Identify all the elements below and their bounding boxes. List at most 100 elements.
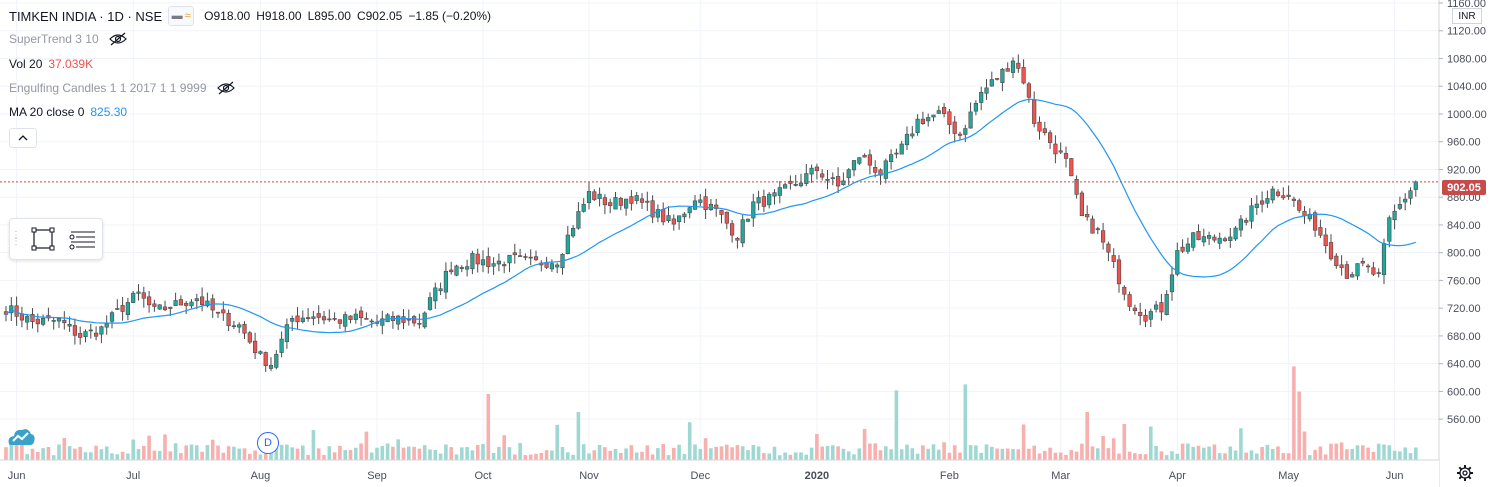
candle-body	[608, 202, 613, 207]
candle-body	[189, 301, 194, 307]
volume-bar	[200, 451, 204, 460]
candle-body	[851, 160, 857, 171]
chart-grid	[0, 0, 1439, 460]
indicator-ma[interactable]: MA 20 close 0 825.30	[9, 105, 127, 119]
volume-bar	[285, 444, 289, 460]
candle-body	[358, 310, 364, 319]
price-tick-label: 880.00	[1447, 192, 1481, 204]
volume-bar	[237, 448, 241, 460]
volume-bar	[1398, 451, 1402, 460]
candle-body	[94, 332, 99, 337]
volume-bar	[205, 445, 210, 460]
currency-badge[interactable]: INR	[1452, 8, 1482, 24]
indicator-volume[interactable]: Vol 20 37.039K	[9, 57, 93, 71]
candle-body	[634, 195, 639, 201]
volume-bar	[142, 445, 146, 460]
candle-body	[438, 288, 443, 292]
indicator-supertrend[interactable]: SuperTrend 3 10	[9, 32, 127, 46]
candle-body	[629, 196, 634, 204]
candle-body	[904, 133, 910, 146]
volume-bar	[831, 445, 835, 460]
candle-body	[994, 78, 1000, 80]
volume-bar	[539, 452, 544, 460]
drawing-toolbar: ⋮ ⋮	[9, 218, 103, 260]
candle-body	[221, 309, 226, 314]
candle-body	[989, 79, 994, 87]
volume-bar	[1005, 448, 1010, 460]
candle-body	[120, 305, 125, 312]
volume-bar	[1170, 451, 1174, 460]
drag-handle-icon[interactable]: ⋮ ⋮	[11, 230, 21, 247]
candle-body	[337, 319, 343, 324]
candle-body	[454, 265, 459, 276]
candle-body	[1159, 302, 1164, 313]
volume-bar	[544, 450, 549, 460]
candle-body	[1037, 121, 1042, 132]
candlesticks	[3, 54, 1418, 372]
candle-body	[1042, 128, 1047, 134]
volume-bar	[1053, 452, 1058, 460]
indicator-name: Vol 20	[9, 57, 43, 71]
collapse-legend-button[interactable]	[9, 128, 37, 148]
candle-body	[30, 314, 35, 322]
rectangle-tool-icon[interactable]	[30, 226, 56, 252]
volume-bar	[878, 450, 883, 460]
volume-bar	[1339, 442, 1344, 460]
candle-body	[231, 325, 237, 328]
candle-body	[703, 196, 708, 211]
candle-body	[825, 179, 830, 181]
time-tick-label: May	[1278, 470, 1299, 482]
candle-body	[274, 354, 279, 368]
candle-body	[88, 329, 93, 332]
candle-body	[1413, 181, 1418, 190]
candle-body	[1101, 230, 1106, 243]
volume-bar	[263, 450, 268, 460]
volume-bar	[661, 443, 665, 460]
gear-icon[interactable]	[1456, 464, 1474, 482]
candle-body	[841, 180, 846, 185]
volume-bar	[687, 422, 692, 460]
candle-body	[926, 117, 931, 122]
candle-body	[963, 128, 968, 135]
volume-bar	[756, 446, 761, 460]
indicator-engulfing[interactable]: Engulfing Candles 1 1 2017 1 1 9999	[9, 81, 235, 95]
tradingview-logo-icon[interactable]	[6, 424, 36, 448]
volume-bar	[253, 450, 257, 460]
candle-body	[109, 312, 115, 322]
volume-bar	[820, 446, 824, 460]
hidden-eye-icon[interactable]	[108, 32, 127, 46]
candle-body	[263, 352, 268, 367]
lines-tool-icon[interactable]	[68, 226, 98, 252]
compare-toggle-button[interactable]: ▬ ≈	[168, 6, 195, 26]
volume-bar	[354, 447, 358, 460]
volume-bar	[83, 452, 88, 460]
hidden-eye-icon[interactable]	[216, 81, 235, 95]
volume-bar	[597, 444, 602, 460]
time-tick-label: Aug	[251, 470, 271, 482]
volume-bar	[963, 384, 968, 460]
volume-bar	[889, 449, 893, 460]
candle-body	[708, 203, 713, 210]
candle-body	[655, 209, 660, 218]
candle-body	[899, 143, 904, 155]
candle-body	[56, 318, 62, 322]
volume-bar	[1371, 451, 1376, 460]
candle-body	[867, 154, 872, 166]
dividend-marker[interactable]: D	[257, 432, 279, 454]
candle-body	[533, 256, 539, 261]
candle-body	[1196, 230, 1201, 241]
candle-body	[279, 338, 284, 353]
ma-20-line	[5, 98, 1416, 334]
candle-body	[67, 324, 72, 327]
candle-body	[814, 166, 819, 172]
volume-bar	[46, 447, 51, 460]
volume-bar	[523, 455, 528, 460]
candle-body	[411, 316, 417, 324]
volume-bar	[497, 446, 501, 460]
volume-bar	[650, 454, 655, 460]
volume-bar	[1027, 448, 1031, 460]
volume-bar	[1286, 453, 1291, 460]
volume-bar	[62, 438, 67, 460]
volume-bar	[1361, 445, 1365, 460]
